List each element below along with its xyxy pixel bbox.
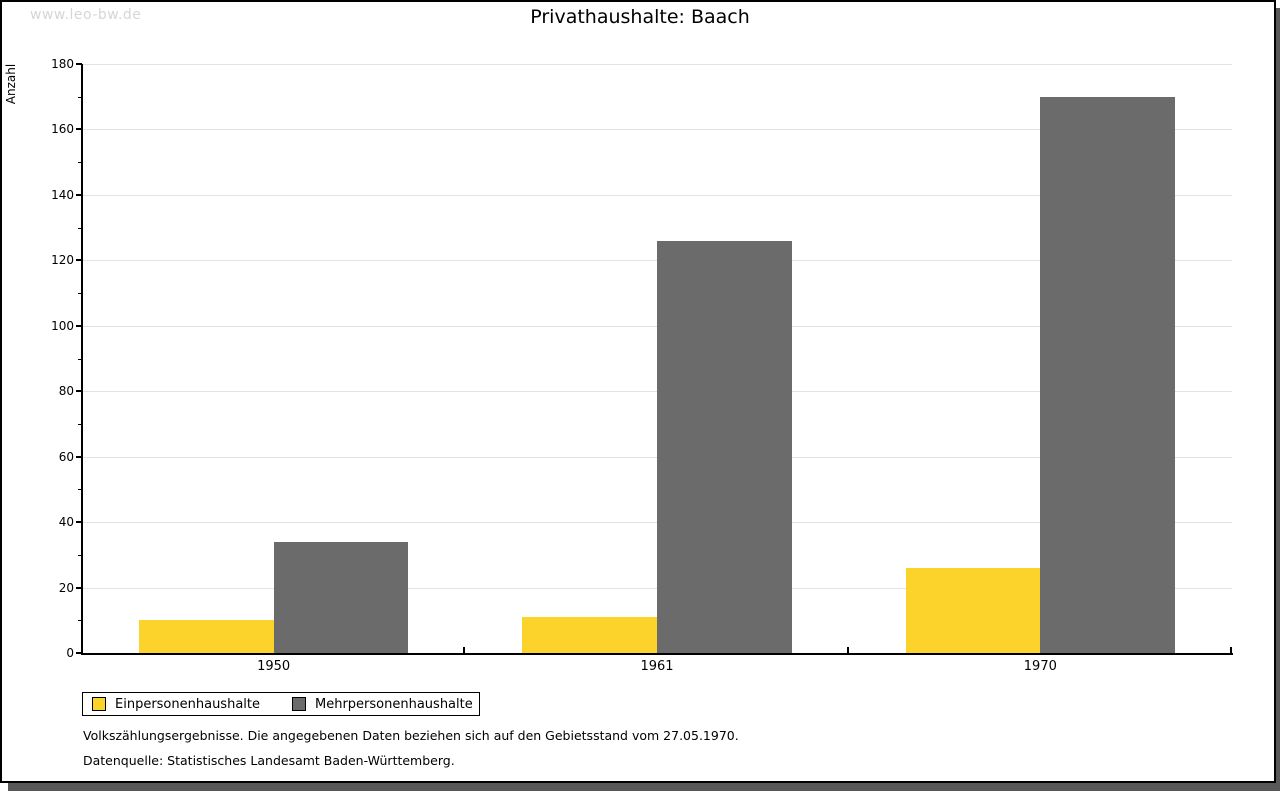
legend-swatch-icon [292, 697, 306, 711]
y-tick-label: 100 [51, 318, 74, 333]
y-tick-major [76, 586, 82, 589]
y-tick-minor [78, 554, 82, 556]
y-gridline [82, 194, 1232, 196]
y-axis-line [81, 64, 83, 655]
x-axis-tick [846, 647, 849, 653]
y-tick-major [76, 652, 82, 654]
y-tick-label: 160 [51, 122, 74, 137]
y-tick-major [76, 521, 82, 524]
y-tick-label: 0 [66, 646, 74, 660]
y-axis-title: Anzahl [4, 63, 18, 105]
plot-area: 0 20 40 60 80 100 120 140 160 180 1950 1961 1970 [51, 57, 1233, 674]
legend-item: Mehrpersonenhaushalte [292, 697, 473, 712]
page-shadow-bottom [8, 783, 1280, 791]
y-tick-label: 20 [58, 580, 74, 595]
bar-mehrpersonenhaushalte-1961 [657, 240, 792, 653]
footnote-source-note: Volkszählungsergebnisse. Die angegebenen… [83, 728, 739, 743]
y-tick-minor [78, 358, 82, 360]
y-tick-major [76, 63, 82, 65]
x-axis-tick [463, 647, 466, 653]
x-category-label: 1950 [257, 659, 291, 674]
y-tick-major [76, 455, 82, 458]
chart-title: Privathaushalte: Baach [530, 6, 750, 28]
x-category-label: 1970 [1023, 659, 1057, 674]
y-tick-label: 180 [51, 57, 74, 71]
y-tick-minor [78, 293, 82, 295]
y-tick-minor [78, 489, 82, 491]
y-tick-minor [78, 227, 82, 229]
legend-label: Einpersonenhaushalte [115, 696, 260, 712]
y-tick-minor [78, 96, 82, 98]
y-tick-minor [78, 620, 82, 622]
y-tick-major [76, 390, 82, 393]
bar-mehrpersonenhaushalte-1950 [273, 541, 409, 653]
bar-einpersonenhaushalte-1950 [139, 620, 274, 653]
y-gridline [82, 129, 1232, 131]
x-category-label: 1961 [640, 659, 674, 674]
y-tick-label: 140 [51, 187, 74, 202]
legend-swatch-icon [92, 697, 106, 711]
y-tick-label: 80 [58, 384, 74, 399]
legend-item: Einpersonenhaushalte [92, 697, 260, 712]
bar-einpersonenhaushalte-1970 [905, 567, 1041, 653]
y-tick-major [76, 324, 82, 327]
page-shadow-right [1276, 8, 1280, 791]
y-tick-major [76, 128, 82, 131]
legend-label: Mehrpersonenhaushalte [315, 696, 473, 712]
x-axis-tick [1230, 647, 1232, 653]
footnote-data-source: Datenquelle: Statistisches Landesamt Bad… [83, 753, 455, 768]
y-tick-minor [78, 162, 82, 164]
y-tick-label: 60 [58, 449, 74, 464]
bar-mehrpersonenhaushalte-1970 [1040, 96, 1175, 653]
legend-box: Einpersonenhaushalte Mehrpersonenhaushalt… [82, 692, 480, 716]
y-tick-label: 40 [58, 515, 74, 530]
y-tick-major [76, 193, 82, 196]
watermark-text: www.leo-bw.de [30, 7, 142, 23]
bar-einpersonenhaushalte-1961 [522, 617, 657, 653]
y-tick-major [76, 259, 82, 262]
y-tick-minor [78, 423, 82, 425]
y-tick-label: 120 [51, 253, 74, 268]
y-gridline [82, 64, 1232, 65]
x-axis-line [81, 653, 1233, 655]
